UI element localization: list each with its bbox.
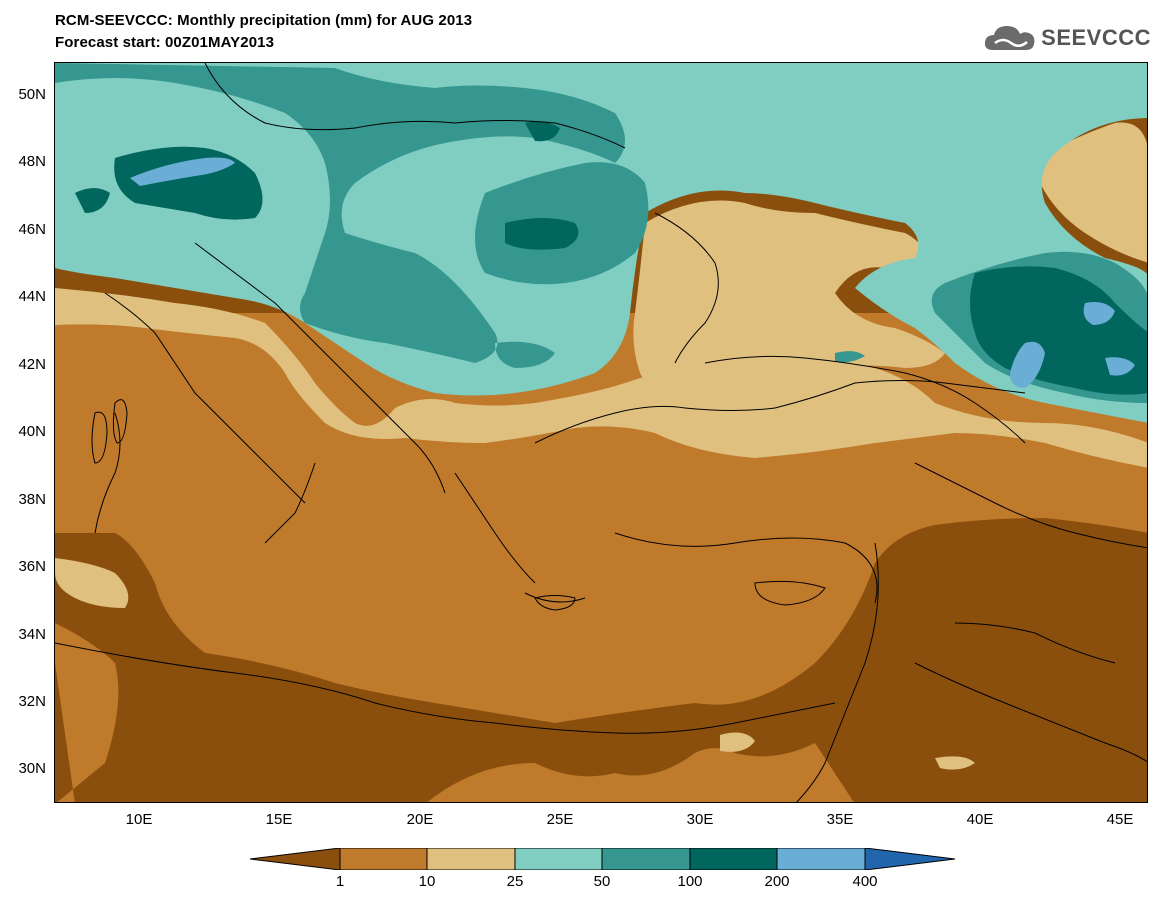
colorbar-label: 400	[852, 873, 878, 890]
colorbar	[250, 848, 955, 870]
lon-label: 20E	[406, 811, 434, 828]
lon-label: 30E	[686, 811, 714, 828]
colorbar-segment-1-10	[339, 848, 428, 870]
colorbar-segment-25-50	[514, 848, 603, 870]
lon-label: 45E	[1106, 811, 1134, 828]
colorbar-label: 50	[593, 873, 611, 890]
colorbar-label: 200	[764, 873, 790, 890]
lat-label: 38N	[18, 491, 46, 508]
lon-label: 10E	[125, 811, 153, 828]
seevccc-logo: SEEVCCC	[983, 22, 1151, 54]
lon-label: 15E	[265, 811, 293, 828]
precipitation-map[interactable]	[54, 62, 1148, 803]
colorbar-segment-lt-1	[250, 848, 341, 870]
forecast-start-label: Forecast start: 00Z01MAY2013	[55, 34, 275, 51]
colorbar-segment-200-400	[776, 848, 866, 870]
coastlines	[55, 63, 1147, 802]
map-title: RCM-SEEVCCC: Monthly precipitation (mm) …	[55, 12, 473, 29]
lon-label: 40E	[966, 811, 994, 828]
logo-text: SEEVCCC	[1041, 25, 1151, 50]
lon-label: 35E	[826, 811, 854, 828]
colorbar-label: 25	[506, 873, 524, 890]
colorbar-label: 100	[677, 873, 703, 890]
lat-label: 30N	[18, 760, 46, 777]
colorbar-segment-10-25	[426, 848, 516, 870]
colorbar-label: 1	[335, 873, 345, 890]
lat-label: 40N	[18, 423, 46, 440]
lat-label: 48N	[18, 153, 46, 170]
lat-label: 34N	[18, 626, 46, 643]
colorbar-segment-50-100	[601, 848, 691, 870]
lat-label: 32N	[18, 693, 46, 710]
field-band-100-200	[55, 63, 1147, 403]
lat-label: 46N	[18, 221, 46, 238]
colorbar-label: 10	[418, 873, 436, 890]
cloud-icon	[985, 26, 1035, 50]
lat-label: 36N	[18, 558, 46, 575]
lat-label: 50N	[18, 86, 46, 103]
field-band-400-plus	[130, 157, 1135, 388]
lat-label: 42N	[18, 356, 46, 373]
colorbar-segment-100-200	[689, 848, 778, 870]
colorbar-segment-gt-400	[864, 848, 955, 870]
lon-label: 25E	[546, 811, 574, 828]
map-fields	[55, 63, 1147, 802]
lat-label: 44N	[18, 288, 46, 305]
